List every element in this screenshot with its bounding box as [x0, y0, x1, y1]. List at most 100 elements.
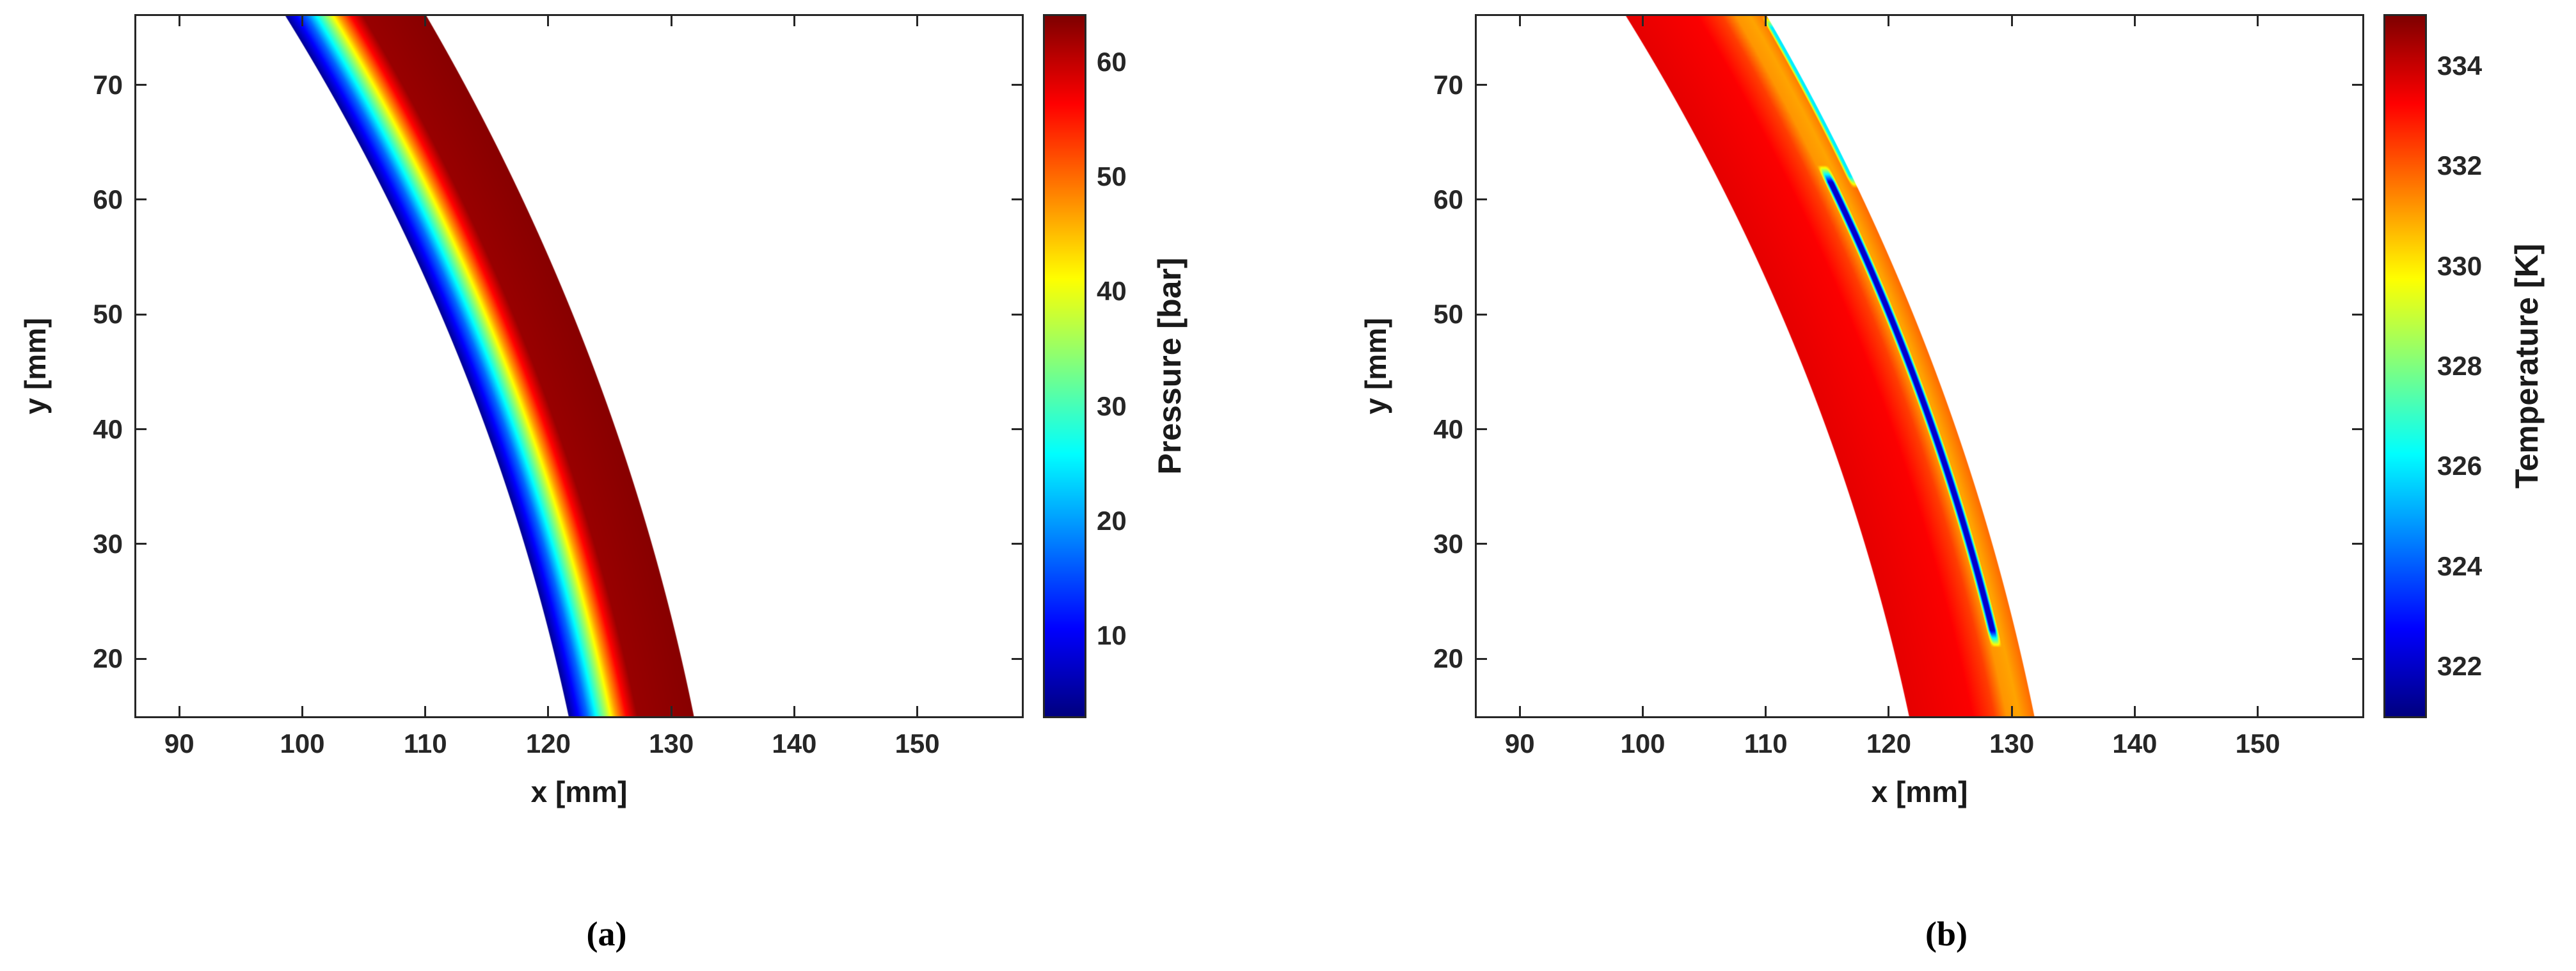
x-tick-label: 130: [1989, 728, 2035, 758]
colorbar-tick-label: 324: [2437, 550, 2483, 581]
y-tick-label: 30: [93, 528, 123, 559]
y-axis-label-b: y [mm]: [1359, 317, 1392, 415]
x-tick-top: [178, 16, 180, 26]
colorbar-canvas-b: [2385, 16, 2425, 716]
y-tick-right: [1012, 428, 1022, 431]
y-tick: [1477, 657, 1487, 660]
colorbar-tick-label: 10: [1097, 620, 1127, 651]
colorbar-canvas-a: [1045, 16, 1085, 716]
y-tick-label: 20: [93, 643, 123, 674]
colorbar-tick-label: 60: [1097, 46, 1127, 77]
y-tick-right: [1012, 543, 1022, 545]
colorbar-tick-label: 326: [2437, 451, 2483, 481]
x-tick-label: 100: [1620, 728, 1666, 758]
x-tick: [916, 706, 919, 716]
colorbar-tick-label: 40: [1097, 276, 1127, 307]
x-tick: [670, 706, 672, 716]
y-tick-right: [2352, 313, 2362, 316]
colorbar-tick-label: 30: [1097, 390, 1127, 421]
y-tick-label: 70: [1433, 69, 1463, 100]
y-tick-right: [1012, 198, 1022, 201]
band-canvas-a: [136, 16, 1022, 716]
x-tick-label: 130: [649, 728, 694, 758]
y-tick: [136, 198, 147, 201]
x-tick-label: 110: [1744, 728, 1788, 758]
y-tick: [1477, 428, 1487, 431]
y-tick-label: 30: [1433, 528, 1463, 559]
x-tick-top: [1642, 16, 1644, 26]
x-tick: [1888, 706, 1890, 716]
x-tick: [424, 706, 427, 716]
y-tick-right: [1012, 84, 1022, 86]
y-tick: [136, 657, 147, 660]
colorbar-tick-label: 322: [2437, 650, 2483, 681]
y-tick: [136, 428, 147, 431]
colorbar-tick-label: 330: [2437, 250, 2483, 281]
x-tick-top: [2133, 16, 2136, 26]
x-tick-label: 150: [894, 728, 940, 758]
x-tick-top: [2010, 16, 2013, 26]
x-tick-top: [1888, 16, 1890, 26]
y-tick-label: 40: [93, 413, 123, 444]
colorbar-tick-label: 328: [2437, 351, 2483, 381]
x-tick-label: 140: [772, 728, 817, 758]
x-tick-top: [424, 16, 427, 26]
x-tick-top: [670, 16, 672, 26]
band-canvas-b: [1477, 16, 2362, 716]
y-tick-right: [2352, 198, 2362, 201]
colorbar-a: [1043, 14, 1086, 718]
y-tick-label: 50: [93, 299, 123, 330]
y-tick-right: [2352, 428, 2362, 431]
y-tick: [136, 84, 147, 86]
y-tick: [1477, 198, 1487, 201]
x-tick-top: [547, 16, 550, 26]
y-tick-right: [1012, 657, 1022, 660]
colorbar-tick-label: 334: [2437, 51, 2483, 81]
x-tick-top: [1765, 16, 1767, 26]
x-tick: [793, 706, 795, 716]
x-tick: [178, 706, 180, 716]
x-tick-label: 110: [403, 728, 447, 758]
x-tick: [547, 706, 550, 716]
x-tick: [2010, 706, 2013, 716]
x-tick-top: [916, 16, 919, 26]
x-tick: [1642, 706, 1644, 716]
x-tick: [1518, 706, 1521, 716]
y-tick: [1477, 84, 1487, 86]
y-tick-label: 60: [93, 184, 123, 214]
x-axis-label-b: x [mm]: [1871, 775, 1968, 808]
y-tick-label: 60: [1433, 184, 1463, 214]
caption-a: (a): [586, 915, 627, 953]
x-tick-top: [1518, 16, 1521, 26]
x-tick: [301, 706, 303, 716]
colorbar-tick-label: 332: [2437, 150, 2483, 181]
colorbar-tick-label: 20: [1097, 506, 1127, 536]
x-tick: [1765, 706, 1767, 716]
y-tick-label: 40: [1433, 413, 1463, 444]
y-tick: [136, 543, 147, 545]
x-tick: [2133, 706, 2136, 716]
y-tick-right: [2352, 543, 2362, 545]
x-axis-label-a: x [mm]: [530, 775, 628, 808]
y-tick-right: [2352, 657, 2362, 660]
colorbar-title-a: Pressure [bar]: [1152, 257, 1188, 475]
x-tick: [2257, 706, 2259, 716]
axes-b: [1475, 14, 2364, 718]
x-tick-top: [301, 16, 303, 26]
y-tick-label: 20: [1433, 643, 1463, 674]
y-axis-label-a: y [mm]: [19, 317, 52, 415]
x-tick-top: [793, 16, 795, 26]
x-tick-label: 120: [525, 728, 571, 758]
y-tick-right: [2352, 84, 2362, 86]
y-tick: [1477, 543, 1487, 545]
x-tick-label: 140: [2112, 728, 2158, 758]
y-tick-right: [1012, 313, 1022, 316]
y-tick: [1477, 313, 1487, 316]
x-tick-top: [2257, 16, 2259, 26]
y-tick-label: 70: [93, 69, 123, 100]
x-tick-label: 100: [280, 728, 325, 758]
x-tick-label: 90: [164, 728, 195, 758]
x-tick-label: 150: [2235, 728, 2280, 758]
colorbar-title-b: Temperature [K]: [2509, 243, 2545, 489]
y-tick-label: 50: [1433, 299, 1463, 330]
